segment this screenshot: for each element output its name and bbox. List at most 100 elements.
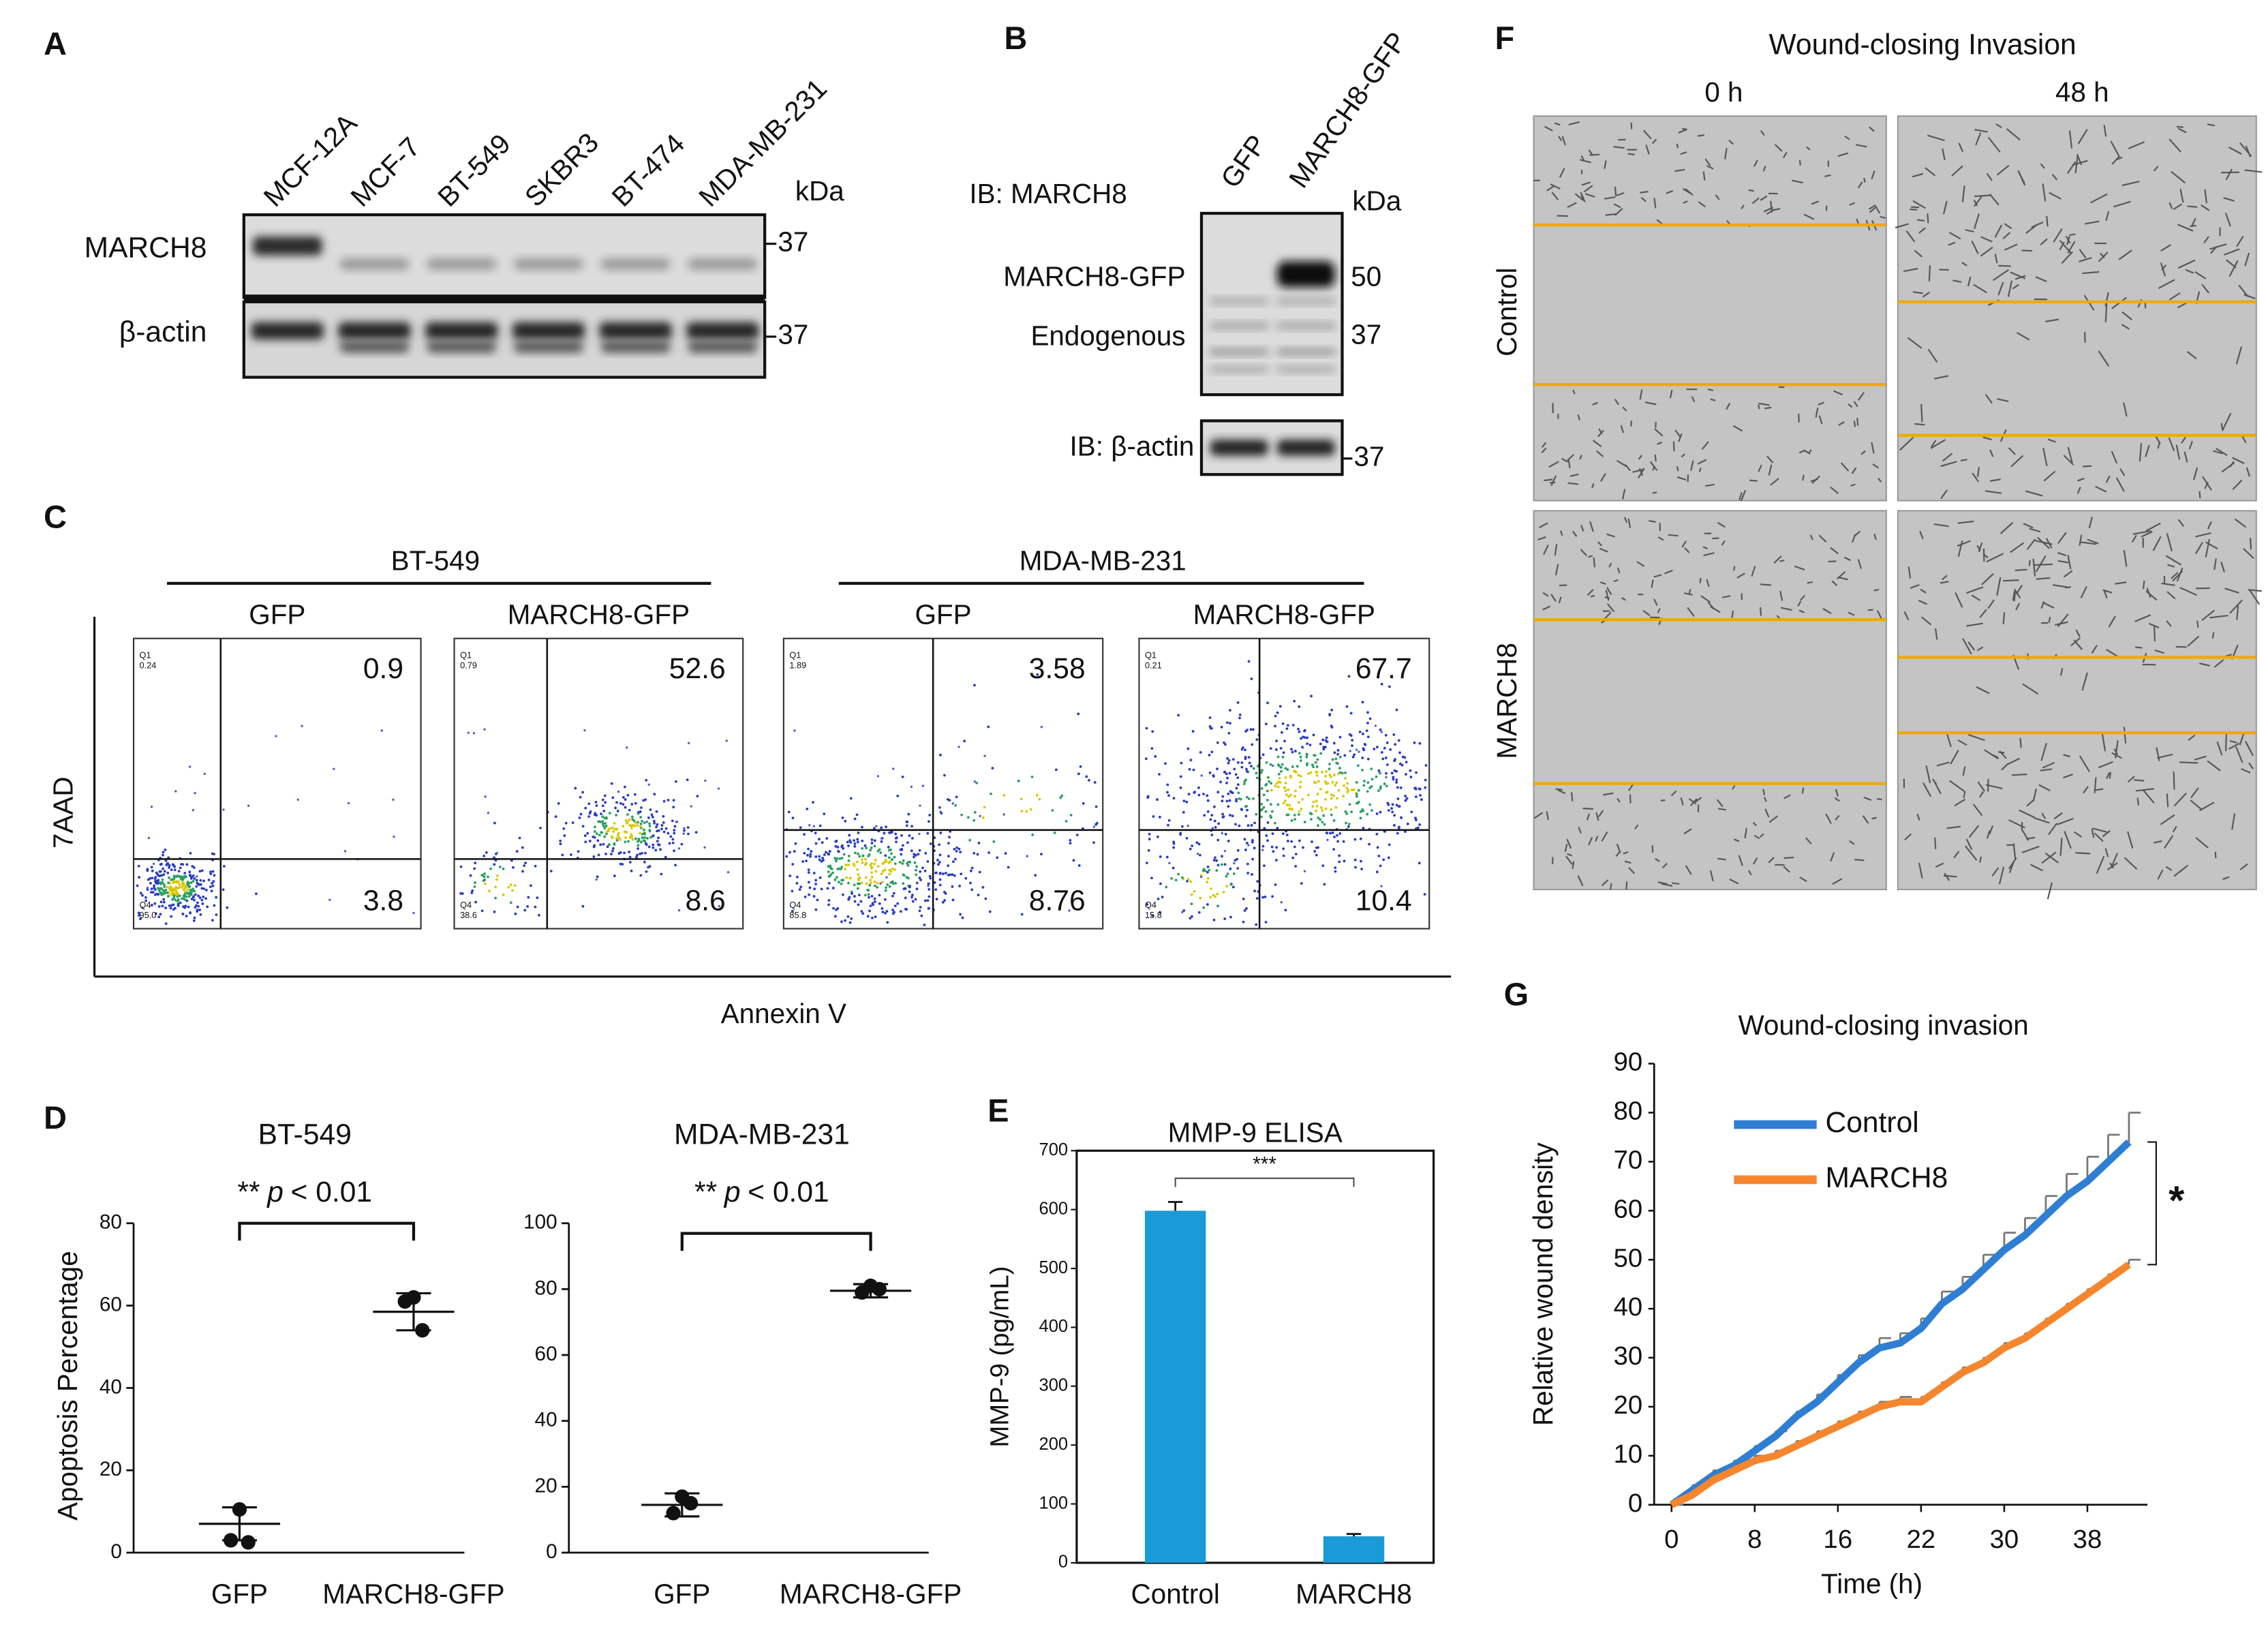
flow-plot	[453, 637, 744, 930]
flow-dot	[1300, 808, 1303, 810]
flow-dot	[928, 887, 931, 891]
cell	[1655, 858, 1660, 862]
flow-dot	[1312, 800, 1315, 804]
flow-dot	[209, 870, 212, 874]
flow-dot	[1345, 705, 1349, 708]
cell	[2008, 819, 2025, 829]
flow-dot	[885, 825, 888, 829]
cell	[1614, 399, 1619, 406]
cell	[2032, 788, 2038, 802]
micrograph	[1897, 115, 2257, 502]
cell	[2176, 567, 2183, 582]
flow-dot	[1297, 801, 1300, 804]
cell	[2177, 224, 2194, 232]
flow-dot	[793, 850, 796, 853]
flow-dot	[1269, 747, 1272, 750]
cell	[1818, 415, 1823, 425]
flow-dot	[483, 728, 486, 731]
flow-dot	[850, 917, 853, 920]
cell	[1717, 521, 1726, 528]
flow-dot	[1351, 739, 1354, 742]
flow-dot	[150, 887, 153, 891]
cell	[1698, 201, 1706, 208]
band	[1210, 297, 1268, 305]
cell	[1825, 813, 1832, 824]
flow-dot	[1241, 746, 1244, 749]
flow-dot	[151, 877, 154, 880]
cell	[2094, 832, 2104, 842]
flow-dot	[201, 902, 204, 905]
cell	[2066, 161, 2077, 174]
flow-dot	[1297, 813, 1300, 816]
cell	[2115, 581, 2127, 585]
flow-dot	[881, 870, 885, 873]
cell	[2183, 451, 2188, 463]
flow-dot	[900, 853, 903, 856]
cell	[1899, 437, 1914, 451]
flow-dot	[1094, 805, 1098, 808]
flow-dot	[593, 830, 596, 834]
flow-dot	[1189, 759, 1193, 762]
cell	[1760, 583, 1771, 586]
cell	[1668, 534, 1679, 537]
cell	[1930, 439, 1946, 449]
flow-dot	[955, 795, 958, 799]
flow-dot	[1152, 815, 1155, 818]
flow-dot	[1405, 761, 1408, 764]
cell	[1674, 429, 1681, 438]
flow-dot	[1361, 768, 1364, 772]
cell	[1781, 607, 1792, 611]
flow-dot	[139, 917, 142, 921]
cell	[2118, 249, 2132, 260]
flow-dot	[604, 822, 607, 825]
cell	[1579, 159, 1591, 164]
cell	[1541, 447, 1547, 453]
flow-dot	[1375, 832, 1379, 836]
flow-dot	[1346, 782, 1349, 785]
flow-dot	[172, 896, 176, 900]
flow-dot	[523, 909, 527, 912]
flow-dot	[1246, 872, 1250, 874]
flow-dot	[1323, 797, 1327, 801]
flow-dot	[203, 772, 206, 776]
flow-dot	[891, 909, 894, 912]
flow-dot	[185, 895, 188, 898]
flow-dot	[1082, 802, 1085, 805]
flow-dot	[972, 819, 976, 822]
cell	[1616, 797, 1621, 803]
flow-dot	[1219, 780, 1223, 784]
flow-dot	[650, 813, 654, 817]
flow-dot	[1035, 793, 1039, 797]
cell	[1707, 388, 1714, 391]
cell	[1664, 569, 1673, 575]
flow-dot	[191, 896, 195, 899]
cell	[1533, 812, 1544, 819]
flow-dot	[1334, 757, 1338, 761]
flow-dot	[604, 801, 607, 804]
cell	[1624, 860, 1631, 864]
flow-dot	[1312, 733, 1315, 737]
x-tick-label: GFP	[654, 1579, 710, 1610]
cell	[2021, 845, 2040, 854]
flow-dot	[687, 832, 690, 836]
flow-dot	[883, 898, 887, 901]
flow-dot	[809, 853, 812, 856]
cell	[2139, 443, 2143, 462]
flow-dot	[1231, 814, 1234, 818]
flow-dot	[581, 904, 585, 908]
cell	[1935, 862, 1944, 868]
flow-dot	[801, 860, 805, 863]
cell	[2047, 882, 2053, 900]
flow-dot	[1282, 847, 1285, 851]
cell	[1809, 534, 1813, 540]
cell	[1598, 810, 1604, 818]
flow-dot	[178, 894, 181, 898]
cell	[1653, 598, 1658, 606]
flow-dot	[584, 840, 587, 844]
flow-dot	[1336, 834, 1338, 837]
flow-dot	[1388, 685, 1391, 688]
flow-dot	[1355, 793, 1358, 796]
flow-dot	[1226, 757, 1229, 760]
flow-dot	[1310, 818, 1313, 821]
flow-dot	[1373, 748, 1376, 750]
